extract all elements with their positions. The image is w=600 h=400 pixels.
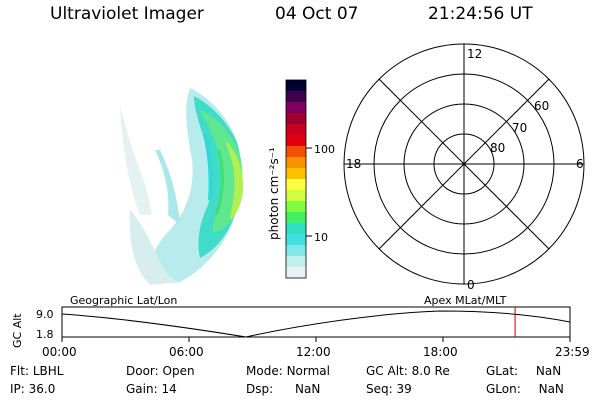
colorbar-segment <box>286 179 306 191</box>
lat-label-80: 80 <box>490 141 505 155</box>
status-filter: Flt: LBHL <box>10 364 64 378</box>
status-gc-alt: GC Alt: 8.0 Re <box>366 364 450 378</box>
colorbar-segment <box>286 135 306 147</box>
colorbar-segment <box>286 267 306 279</box>
colorbar-segment <box>286 168 306 180</box>
observation-time: 21:24:56 UT <box>428 4 533 24</box>
status-glat: GLat: NaN <box>486 364 562 378</box>
altitude-ytick-bottom: 1.8 <box>36 328 54 341</box>
status-door: Door: Open <box>126 364 195 378</box>
mlt-label-0: 0 <box>467 278 475 292</box>
xtick-1200: 12:00 <box>296 345 331 359</box>
colorbar-segment <box>286 245 306 257</box>
status-glon: GLon: NaN <box>486 382 564 396</box>
apex-caption: Apex MLat/MLT <box>424 294 507 307</box>
colorbar-tick-10: 10 <box>314 231 328 244</box>
colorbar-segment <box>286 91 306 103</box>
colorbar-segment <box>286 146 306 158</box>
status-ip: IP: 36.0 <box>10 382 56 396</box>
status-dsp: Dsp: NaN <box>246 382 321 396</box>
colorbar-segment <box>286 234 306 246</box>
colorbar-segment <box>286 80 306 92</box>
status-mode: Mode: Normal <box>246 364 330 378</box>
colorbar-tick-100: 100 <box>314 143 335 156</box>
mlt-label-12: 12 <box>467 47 482 61</box>
xtick-2359: 23:59 <box>555 345 590 359</box>
altitude-ytick-top: 9.0 <box>36 308 54 321</box>
lat-label-60: 60 <box>534 99 549 113</box>
geographic-caption: Geographic Lat/Lon <box>70 294 177 307</box>
observation-date: 04 Oct 07 <box>275 4 359 24</box>
mlt-label-6: 6 <box>576 157 584 171</box>
altitude-curve <box>61 310 571 338</box>
mlt-label-18: 18 <box>346 157 361 171</box>
xtick-0000: 00:00 <box>42 345 77 359</box>
colorbar-segment <box>286 223 306 235</box>
colorbar-segment <box>286 113 306 125</box>
colorbar-unit-label: photon cm⁻²s⁻¹ <box>267 147 281 240</box>
xtick-0600: 06:00 <box>169 345 204 359</box>
colorbar-segment <box>286 124 306 136</box>
colorbar-segment <box>286 190 306 202</box>
xtick-1800: 18:00 <box>423 345 458 359</box>
colorbar-segment <box>286 201 306 213</box>
lat-label-70: 70 <box>512 121 527 135</box>
colorbar-segment <box>286 102 306 114</box>
status-seq: Seq: 39 <box>366 382 412 396</box>
colorbar-segment <box>286 212 306 224</box>
altitude-ylabel: GC Alt <box>11 313 24 348</box>
colorbar-segment <box>286 256 306 268</box>
instrument-title: Ultraviolet Imager <box>50 4 204 24</box>
colorbar-segment <box>286 157 306 169</box>
status-gain: Gain: 14 <box>126 382 177 396</box>
